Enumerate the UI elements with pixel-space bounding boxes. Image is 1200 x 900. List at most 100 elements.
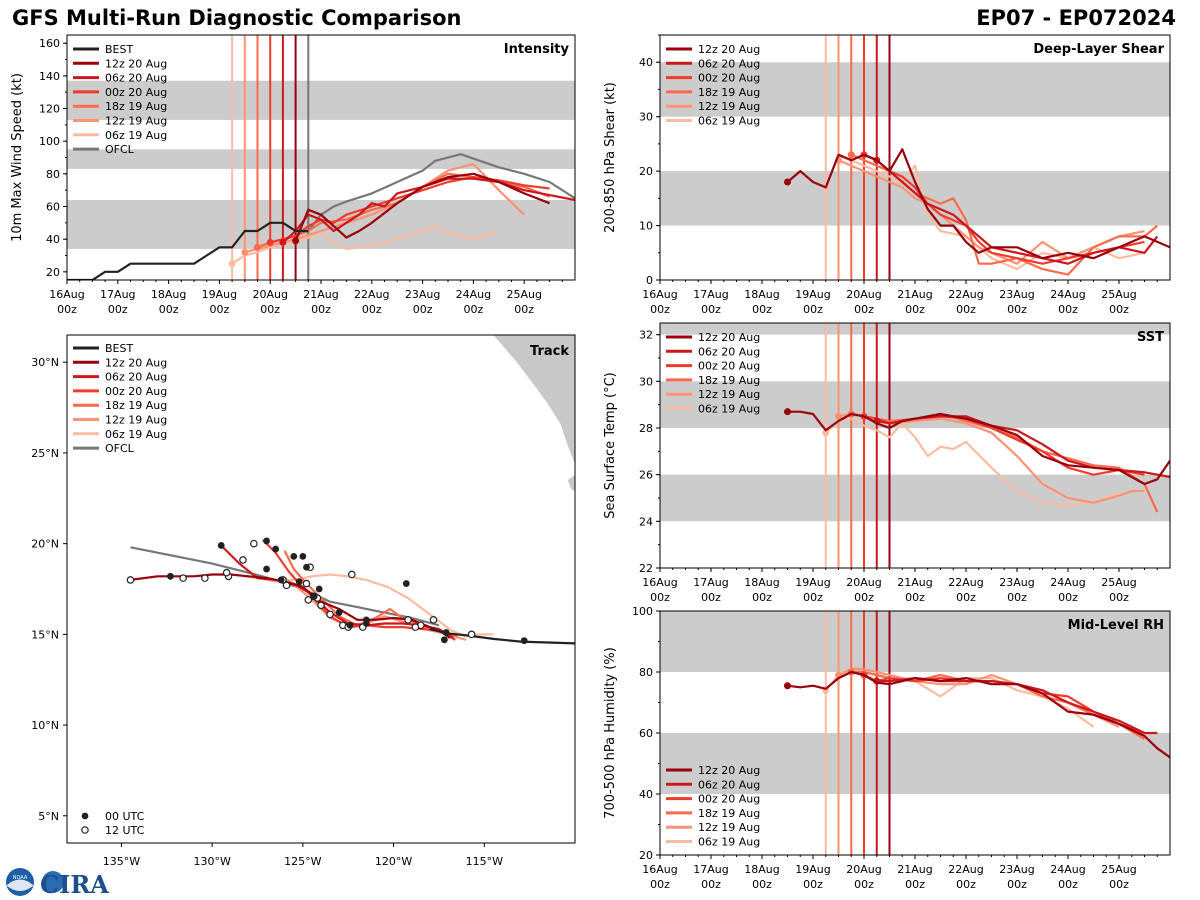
y-axis-label: 700-500 hPa Humidity (%): [603, 647, 618, 819]
x-tick-label-date: 20Aug: [846, 288, 881, 301]
legend-label-06z-20-aug: 06z 20 Aug: [698, 57, 760, 70]
rh-chart: 20 40 60 80 100 16Aug 00z 17Aug 00z 18Aug 00z 19Aug…: [603, 605, 1171, 891]
x-tick-label-hour: 00z: [1058, 591, 1078, 604]
track-point-00utc: [167, 572, 174, 580]
y-tick-label: 28: [639, 422, 653, 435]
x-tick-label-hour: 00z: [1058, 878, 1078, 891]
series-start-marker-12z-20-aug: [784, 408, 791, 416]
series-line-12z-20-aug: [787, 410, 1170, 486]
track-point-12utc: [429, 616, 438, 624]
x-tick-label-hour: 00z: [956, 591, 976, 604]
x-tick-label-date: 25Aug: [1101, 288, 1136, 301]
x-tick-label-date: 18Aug: [744, 863, 779, 876]
track-point-00utc: [402, 580, 410, 587]
x-tick-label-hour: 00z: [803, 591, 823, 604]
y-axis-label: Sea Surface Temp (°C): [603, 372, 618, 519]
series-start-marker-18z-19-aug: [847, 151, 855, 159]
legend-marker-12utc: [81, 826, 89, 834]
series-line-ofcl: [307, 153, 575, 232]
plot-content: [660, 323, 1170, 568]
cira-logo: NOAA CIRA: [6, 868, 109, 898]
page-title: GFS Multi-Run Diagnostic Comparison: [12, 6, 462, 30]
series-line-12z-20-aug: [786, 148, 1170, 260]
threshold-band: [67, 149, 575, 169]
legend-label-00z-20-aug: 00z 20 Aug: [105, 385, 167, 398]
series-start-marker-06z-20-aug: [279, 238, 287, 246]
y-tick-label: 24: [639, 515, 653, 528]
legend-label-ofcl: OFCL: [105, 442, 135, 455]
legend-label-18z-19-aug: 18z 19 Aug: [105, 100, 167, 113]
x-tick-label-hour: 00z: [752, 303, 772, 316]
series-start-marker-12z-20-aug: [784, 682, 791, 690]
legend-label-06z-19-aug: 06z 19 Aug: [105, 129, 167, 142]
y-tick-label: 22: [639, 562, 653, 575]
series-line-06z-19-aug: [231, 225, 500, 265]
x-tick-label-date: 17Aug: [693, 288, 728, 301]
x-tick-label-date: 17Aug: [693, 576, 728, 589]
legend-label-12z-19-aug: 12z 19 Aug: [105, 414, 167, 427]
lon-tick-label: 120°W: [375, 855, 412, 868]
track-point-12utc: [179, 574, 187, 582]
legend-label-12z-20-aug: 12z 20 Aug: [698, 764, 760, 777]
y-tick-label: 60: [46, 201, 60, 214]
y-tick-label: 20: [639, 165, 653, 178]
legend-label-12z-20-aug: 12z 20 Aug: [698, 331, 760, 344]
x-tick-label-date: 19Aug: [795, 863, 830, 876]
y-tick-label: 10: [639, 220, 653, 233]
y-tick-label: 26: [639, 469, 653, 482]
x-tick-label-date: 23Aug: [999, 288, 1034, 301]
panel-title: Track: [530, 344, 569, 359]
map-frame: [66, 334, 576, 844]
legend-label-00z-20-aug: 00z 20 Aug: [698, 360, 760, 373]
series-start-marker-06z-19-aug: [228, 260, 236, 268]
x-tick-label-hour: 00z: [1007, 591, 1027, 604]
x-tick-label-hour: 00z: [803, 878, 823, 891]
y-tick-label: 30: [639, 111, 653, 124]
x-tick-label-date: 21Aug: [303, 288, 338, 301]
track-point-12utc: [411, 623, 420, 631]
legend-label-12z-19-aug: 12z 19 Aug: [105, 115, 167, 128]
track-point-00utc: [362, 616, 370, 624]
lat-tick-label: 15°N: [31, 628, 59, 641]
x-tick-label-date: 22Aug: [948, 288, 983, 301]
series-start-marker-12z-19-aug: [835, 412, 842, 420]
track-point-12utc: [239, 556, 247, 564]
lon-tick-label: 125°W: [284, 855, 321, 868]
x-tick-label-date: 20Aug: [846, 863, 881, 876]
track-point-00utc: [335, 609, 343, 616]
series-line-12z-20-aug: [787, 670, 1170, 759]
x-tick-label-hour: 00z: [752, 591, 772, 604]
intensity-chart: 20 40 60 80 100 120 140 160 16Aug 00z 17Aug 00z 18Au…: [10, 34, 576, 316]
x-tick-label-date: 16Aug: [642, 288, 677, 301]
track-point-00utc: [263, 537, 270, 545]
y-tick-label: 0: [646, 274, 653, 287]
legend-label-12z-20-aug: 12z 20 Aug: [105, 57, 167, 70]
legend-label-00z-20-aug: 00z 20 Aug: [105, 86, 167, 99]
series-start-marker-12z-19-aug: [241, 248, 249, 256]
series-line-06z-20-aug: [876, 159, 1159, 265]
x-tick-label-hour: 00z: [260, 303, 280, 316]
track-point-12utc: [201, 574, 209, 582]
x-tick-label-hour: 00z: [905, 878, 925, 891]
shear-chart: 0 10 20 30 40 16Aug 00z 17Aug 00z 18Aug 00z 19Aug 00…: [603, 34, 1171, 316]
legend-label-12z-19-aug: 12z 19 Aug: [698, 100, 760, 113]
x-tick-label-hour: 00z: [413, 303, 433, 316]
legend-label-12z-20-aug: 12z 20 Aug: [698, 43, 760, 56]
legend-label-18z-19-aug: 18z 19 Aug: [698, 807, 760, 820]
track-point-00utc: [295, 578, 303, 586]
track-point-00utc: [263, 565, 270, 573]
land-mass: [567, 474, 575, 491]
x-tick-label-hour: 00z: [57, 303, 77, 316]
x-tick-label-date: 23Aug: [405, 288, 440, 301]
x-tick-label-date: 20Aug: [846, 576, 881, 589]
x-tick-label-date: 17Aug: [693, 863, 728, 876]
legend-label-06z-19-aug: 06z 19 Aug: [698, 115, 760, 128]
storm-id-title: EP07 - EP072024: [976, 6, 1176, 30]
track-point-12utc: [126, 576, 135, 584]
x-tick-label-hour: 00z: [159, 303, 179, 316]
track-point-00utc: [290, 552, 298, 560]
legend-label-ofcl: OFCL: [105, 143, 135, 156]
panel-title: Mid-Level RH: [1068, 618, 1164, 633]
track-point-12utc: [222, 568, 231, 577]
